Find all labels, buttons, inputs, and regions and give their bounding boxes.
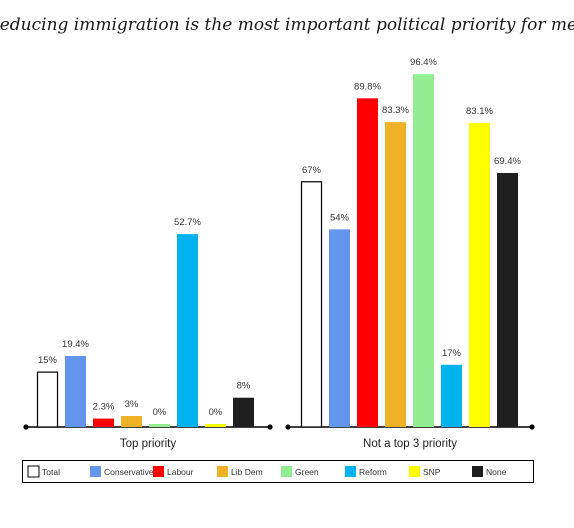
bar-green-top-priority bbox=[149, 424, 170, 427]
chart-title: “Reducing immigration is the most import… bbox=[0, 15, 574, 35]
legend-swatch-labour bbox=[153, 466, 164, 477]
value-label-green-not-a-top-3-priority: 96.4% bbox=[410, 57, 437, 68]
bar-green-not-a-top-3-priority bbox=[413, 74, 434, 428]
bar-lib-dem-top-priority bbox=[121, 416, 142, 427]
value-label-snp-not-a-top-3-priority: 83.1% bbox=[466, 106, 493, 117]
value-label-none-top-priority: 8% bbox=[237, 381, 251, 392]
bar-none-top-priority bbox=[233, 397, 254, 427]
bar-conservative-not-a-top-3-priority bbox=[329, 229, 350, 427]
value-label-labour-not-a-top-3-priority: 89.8% bbox=[354, 81, 381, 92]
legend-swatch-reform bbox=[345, 466, 356, 477]
legend-label-snp: SNP bbox=[423, 467, 441, 477]
legend-label-total: Total bbox=[42, 467, 60, 477]
legend-label-none: None bbox=[486, 467, 507, 477]
value-label-none-not-a-top-3-priority: 69.4% bbox=[494, 156, 521, 167]
baseline-dot-left bbox=[285, 424, 291, 430]
legend-label-labour: Labour bbox=[167, 467, 194, 477]
legend-swatch-green bbox=[281, 466, 292, 477]
value-label-lib-dem-top-priority: 3% bbox=[125, 399, 139, 410]
group-label-top-priority: Top priority bbox=[120, 438, 176, 450]
value-label-snp-top-priority: 0% bbox=[209, 407, 223, 418]
legend-label-conservative: Conservative bbox=[104, 467, 154, 477]
bar-total-top-priority bbox=[36, 371, 59, 428]
value-label-conservative-top-priority: 19.4% bbox=[62, 339, 89, 350]
legend: Total Conservative Labour Lib Dem Green Refor… bbox=[22, 460, 534, 483]
legend-swatch-none bbox=[472, 466, 483, 477]
value-label-conservative-not-a-top-3-priority: 54% bbox=[330, 212, 350, 223]
baseline-dot-right bbox=[529, 424, 535, 430]
value-label-lib-dem-not-a-top-3-priority: 83.3% bbox=[382, 105, 409, 116]
bar-conservative-top-priority bbox=[65, 355, 86, 427]
group-label-not-a-top-3-priority: Not a top 3 priority bbox=[363, 438, 457, 450]
baseline-dot-left bbox=[23, 424, 29, 430]
bar-snp-not-a-top-3-priority bbox=[469, 122, 490, 427]
bar-none-not-a-top-3-priority bbox=[497, 172, 518, 427]
bar-snp-top-priority bbox=[205, 424, 226, 427]
value-label-green-top-priority: 0% bbox=[153, 407, 167, 418]
legend-label-green: Green bbox=[295, 467, 319, 477]
value-label-total-top-priority: 15% bbox=[38, 355, 58, 366]
legend-swatch-snp bbox=[409, 466, 420, 477]
value-label-labour-top-priority: 2.3% bbox=[93, 402, 115, 413]
legend-swatch-total bbox=[27, 465, 40, 478]
bar-reform-top-priority bbox=[177, 234, 198, 427]
legend-swatch-conservative bbox=[90, 466, 101, 477]
bar-lib-dem-not-a-top-3-priority bbox=[385, 122, 406, 427]
bar-labour-top-priority bbox=[93, 418, 114, 427]
baseline-dot-right bbox=[267, 424, 273, 430]
legend-frame bbox=[22, 460, 534, 483]
bar-labour-not-a-top-3-priority bbox=[357, 98, 378, 427]
legend-label-lib-dem: Lib Dem bbox=[231, 467, 263, 477]
legend-label-reform: Reform bbox=[359, 467, 387, 477]
value-label-reform-top-priority: 52.7% bbox=[174, 217, 201, 228]
value-label-total-not-a-top-3-priority: 67% bbox=[302, 165, 322, 176]
bar-total-not-a-top-3-priority bbox=[300, 181, 323, 428]
bar-reform-not-a-top-3-priority bbox=[441, 364, 462, 427]
value-label-reform-not-a-top-3-priority: 17% bbox=[442, 348, 462, 359]
legend-swatch-lib-dem bbox=[217, 466, 228, 477]
